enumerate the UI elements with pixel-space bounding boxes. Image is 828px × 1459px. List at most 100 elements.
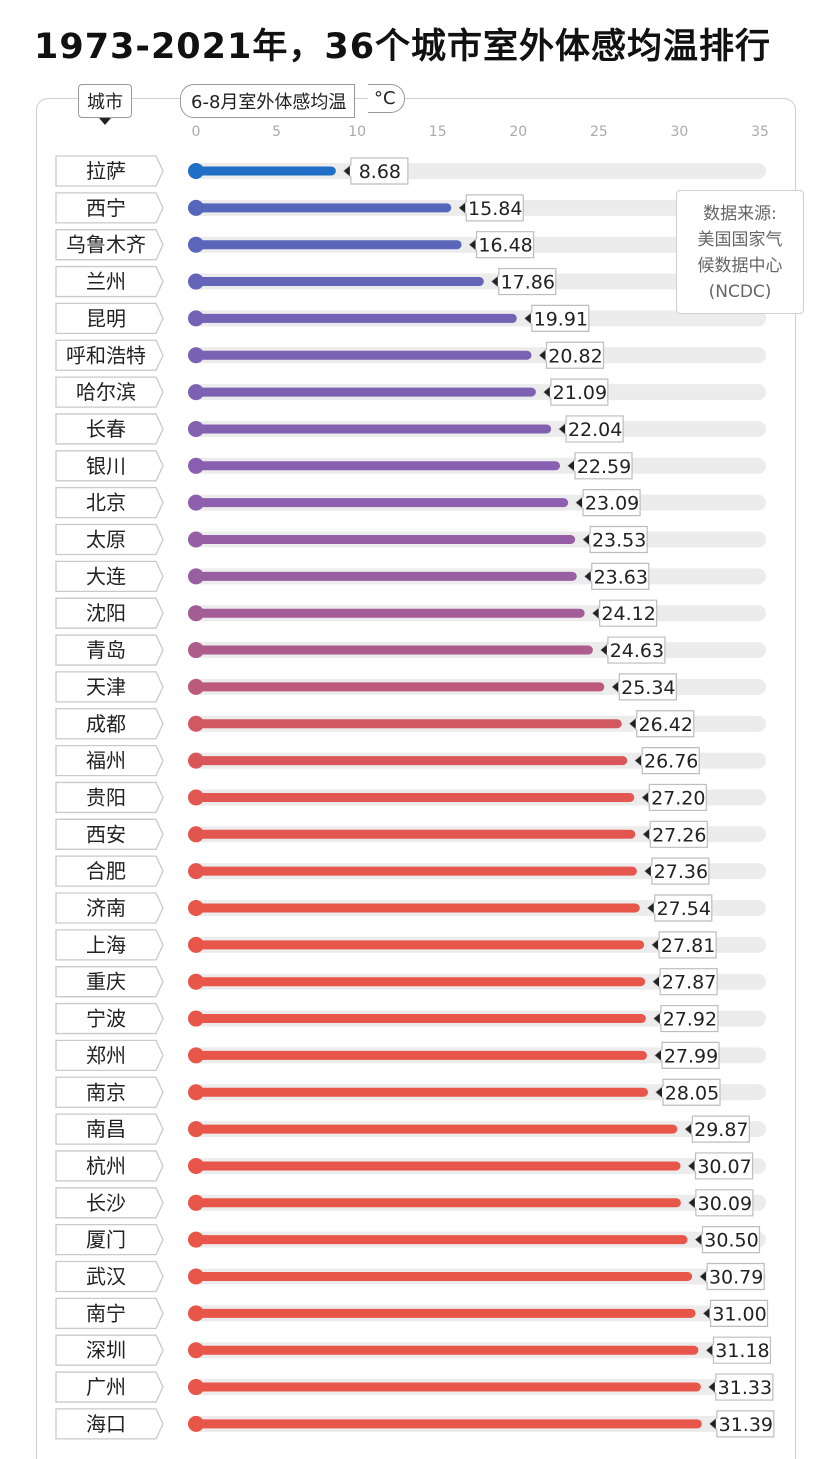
bar [196,1308,696,1318]
bar [196,203,452,213]
value-pointer [543,387,550,398]
source-line-4: (NCDC) [708,282,772,302]
bar-start-dot [188,1047,204,1064]
value-pointer [643,829,650,840]
bar [196,277,484,287]
value-label: 16.48 [478,235,532,257]
value-label: 30.09 [698,1193,752,1215]
city-label: 乌鲁木齐 [66,233,146,257]
bar-start-dot [188,1121,204,1138]
city-label-box [55,155,164,187]
value-label: 30.50 [704,1230,758,1252]
city-label: 合肥 [86,859,126,883]
unit-tag: °C [368,84,405,113]
city-label: 昆明 [86,306,126,330]
city-label: 郑州 [86,1043,126,1067]
city-label-box [55,229,164,261]
value-label: 29.87 [694,1119,748,1141]
value-label: 27.87 [662,972,716,994]
value-pointer [653,1013,660,1024]
bar-start-dot [188,1268,204,1285]
city-label-box [55,855,164,887]
value-pointer [706,1345,713,1356]
city-label: 济南 [86,896,126,920]
city-label-box [55,450,164,482]
value-label: 24.63 [610,640,664,662]
value-label-box [599,636,666,664]
bar-start-dot [188,1305,204,1322]
city-label: 太原 [86,528,126,552]
value-label-box [646,894,713,922]
value-label: 27.36 [654,861,708,883]
bar-start-dot [188,494,204,511]
value-label-box [542,378,609,406]
value-label: 27.92 [663,1009,717,1031]
city-label: 西宁 [86,196,126,220]
value-label-box [468,231,535,259]
value-label: 8.68 [359,161,401,183]
bar [196,903,640,913]
value-label: 31.00 [712,1303,766,1325]
value-label-box [708,1410,775,1438]
bar [196,498,569,508]
bar-start-dot [188,1194,204,1211]
city-label: 厦门 [86,1228,126,1252]
bar [196,1050,648,1060]
value-pointer [688,1160,695,1171]
bar [196,1161,681,1171]
city-label-box [55,1408,164,1440]
value-pointer [656,1087,663,1098]
bar [196,977,646,987]
value-label-box [575,489,641,517]
value-label-box [641,783,707,812]
value-label-box [582,525,648,554]
value-label-box [655,1078,721,1106]
city-label-box [55,560,164,592]
bar-start-dot [188,568,204,585]
bar [196,756,628,766]
bar [196,240,462,250]
bar [196,387,536,397]
bar-start-dot [188,1342,204,1359]
city-label: 南昌 [86,1117,126,1141]
value-pointer [343,166,350,176]
city-label: 广州 [86,1375,126,1399]
bar-start-dot [188,347,204,364]
bar [196,866,637,876]
city-label-box [55,1150,164,1182]
value-label-box [707,1373,774,1401]
value-label: 26.76 [644,751,698,773]
value-label: 23.53 [592,530,646,552]
bar-start-dot [188,199,204,216]
value-label-box [558,415,624,443]
city-label: 南宁 [86,1301,126,1325]
bar-start-dot [188,900,204,916]
value-pointer [568,460,575,471]
bar-start-dot [188,531,204,548]
x-tick-label: 5 [272,124,281,140]
bar-start-dot [188,605,204,622]
bar-start-dot [188,789,204,806]
bar-start-dot [188,1010,204,1027]
value-label: 30.79 [709,1267,763,1289]
value-label-box [591,599,658,627]
city-label-box [55,1371,164,1403]
city-label-box [55,1224,164,1256]
value-label: 19.91 [534,308,588,330]
city-label-box [55,892,164,924]
bar [196,1419,702,1429]
city-label-box [55,487,164,519]
bar [196,1272,693,1281]
city-label-box [55,376,164,408]
value-label: 20.82 [548,345,602,367]
value-pointer [703,1308,710,1319]
bar [196,1014,646,1024]
value-label: 27.20 [651,787,705,809]
value-pointer [612,681,619,692]
city-label: 北京 [86,491,126,515]
city-label-box [55,818,164,850]
city-label: 海口 [86,1412,126,1436]
value-label-box [651,931,717,959]
city-label-box [55,302,164,335]
